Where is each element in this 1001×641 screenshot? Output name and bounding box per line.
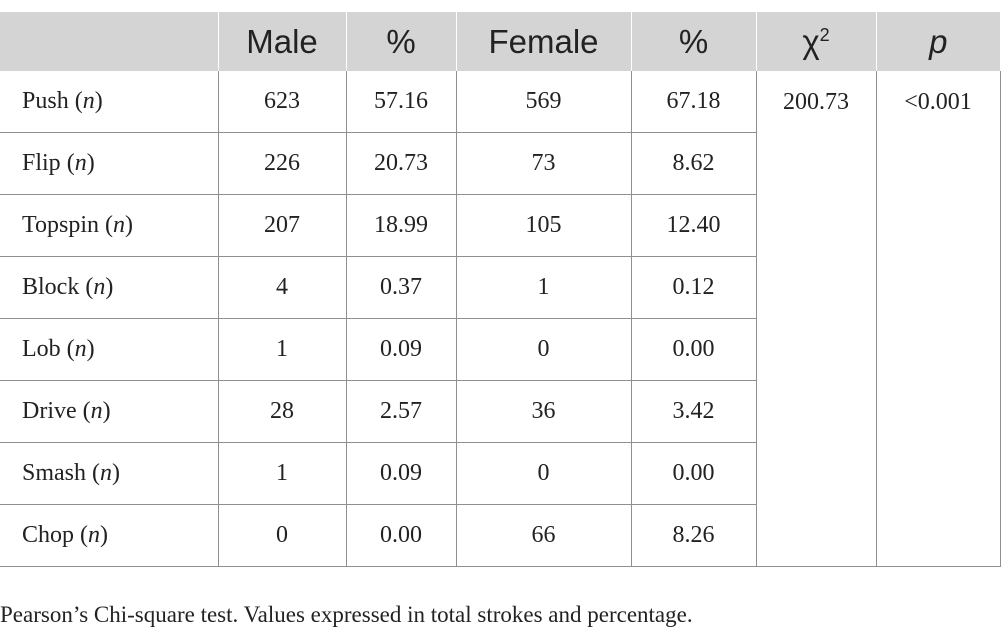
header-male-percent: % [345,12,456,71]
row-label: Topspin (n) [0,194,218,257]
female-count-cell: 66 [455,504,631,567]
table-row: Flip (n) 226 20.73 73 8.62 [0,132,1000,195]
n-marker: n [100,460,113,486]
table-row: Drive (n) 28 2.57 36 3.42 [0,380,1000,443]
stroke-name: Block [22,274,80,300]
female-percent-cell: 8.62 [630,132,756,195]
n-marker: n [93,274,106,300]
female-count-cell: 0 [455,318,631,381]
male-count-cell: 4 [217,256,346,319]
p-value: <0.001 [875,71,1001,567]
header-female: Female [455,12,631,71]
male-percent-cell: 20.73 [345,132,456,195]
female-percent-cell: 8.26 [630,504,756,567]
female-percent-cell: 3.42 [630,380,756,443]
table-footnote: Pearson’s Chi-square test. Values expres… [0,602,693,627]
female-percent-cell: 0.00 [630,318,756,381]
stroke-name: Lob [22,336,61,362]
female-count-cell: 1 [455,256,631,319]
male-percent-cell: 0.09 [345,442,456,505]
male-count-cell: 28 [217,380,346,443]
row-label: Chop (n) [0,504,218,567]
male-count-cell: 0 [217,504,346,567]
male-count-cell: 1 [217,318,346,381]
male-percent-cell: 0.37 [345,256,456,319]
header-chi-symbol: χ [802,22,820,60]
male-percent-cell: 18.99 [345,194,456,257]
table-row: Chop (n) 0 0.00 66 8.26 [0,504,1000,567]
n-marker: n [74,150,87,176]
stroke-table-container: Male % Female % χ2 p Push (n) 623 57.16 569… [0,12,1001,567]
row-label: Push (n) [0,71,218,133]
male-count-cell: 226 [217,132,346,195]
stroke-name: Flip [22,150,61,176]
female-percent-cell: 67.18 [630,71,756,133]
header-male: Male [217,12,346,71]
table-row: Push (n) 623 57.16 569 67.18 200.73 <0.001 [0,71,1001,567]
female-count-cell: 36 [455,380,631,443]
male-percent-cell: 0.09 [345,318,456,381]
female-percent-cell: 12.40 [630,194,756,257]
stroke-name: Drive [22,398,77,424]
female-count-cell: 0 [455,442,631,505]
stroke-name: Smash [22,460,87,486]
header-female-percent: % [630,12,756,71]
female-percent-cell: 0.12 [630,256,756,319]
header-chi-superscript: 2 [819,24,830,45]
male-count-cell: 207 [217,194,346,257]
table-row: Block (n) 4 0.37 1 0.12 [0,256,1000,319]
stroke-name: Topspin [22,212,99,238]
chi-square-value: 200.73 [755,71,876,567]
n-marker: n [74,336,87,362]
n-marker: n [88,522,101,548]
male-percent-cell: 57.16 [345,71,456,133]
stroke-distribution-table: Male % Female % χ2 p Push (n) 623 57.16 569… [0,12,1001,567]
male-percent-cell: 2.57 [345,380,456,443]
female-percent-cell: 0.00 [630,442,756,505]
row-label: Drive (n) [0,380,218,443]
stroke-name: Chop [22,522,75,548]
male-percent-cell: 0.00 [345,504,456,567]
male-count-cell: 1 [217,442,346,505]
table-row: Topspin (n) 207 18.99 105 12.40 [0,194,1000,257]
table-header-row: Male % Female % χ2 p [0,12,1000,71]
table-row: Lob (n) 1 0.09 0 0.00 [0,318,1000,381]
row-label: Smash (n) [0,442,218,505]
header-p: p [875,12,1000,71]
n-marker: n [82,88,95,114]
stroke-name: Push [22,88,69,114]
row-label: Lob (n) [0,318,218,381]
n-marker: n [113,212,125,238]
n-marker: n [90,398,103,424]
header-empty [0,12,218,71]
row-label: Block (n) [0,256,218,319]
row-label: Flip (n) [0,132,218,195]
female-count-cell: 569 [455,71,631,133]
table-row: Smash (n) 1 0.09 0 0.00 [0,442,1000,505]
male-count-cell: 623 [217,71,346,133]
header-chi-square: χ2 [755,12,876,71]
female-count-cell: 73 [455,132,631,195]
female-count-cell: 105 [455,194,631,257]
